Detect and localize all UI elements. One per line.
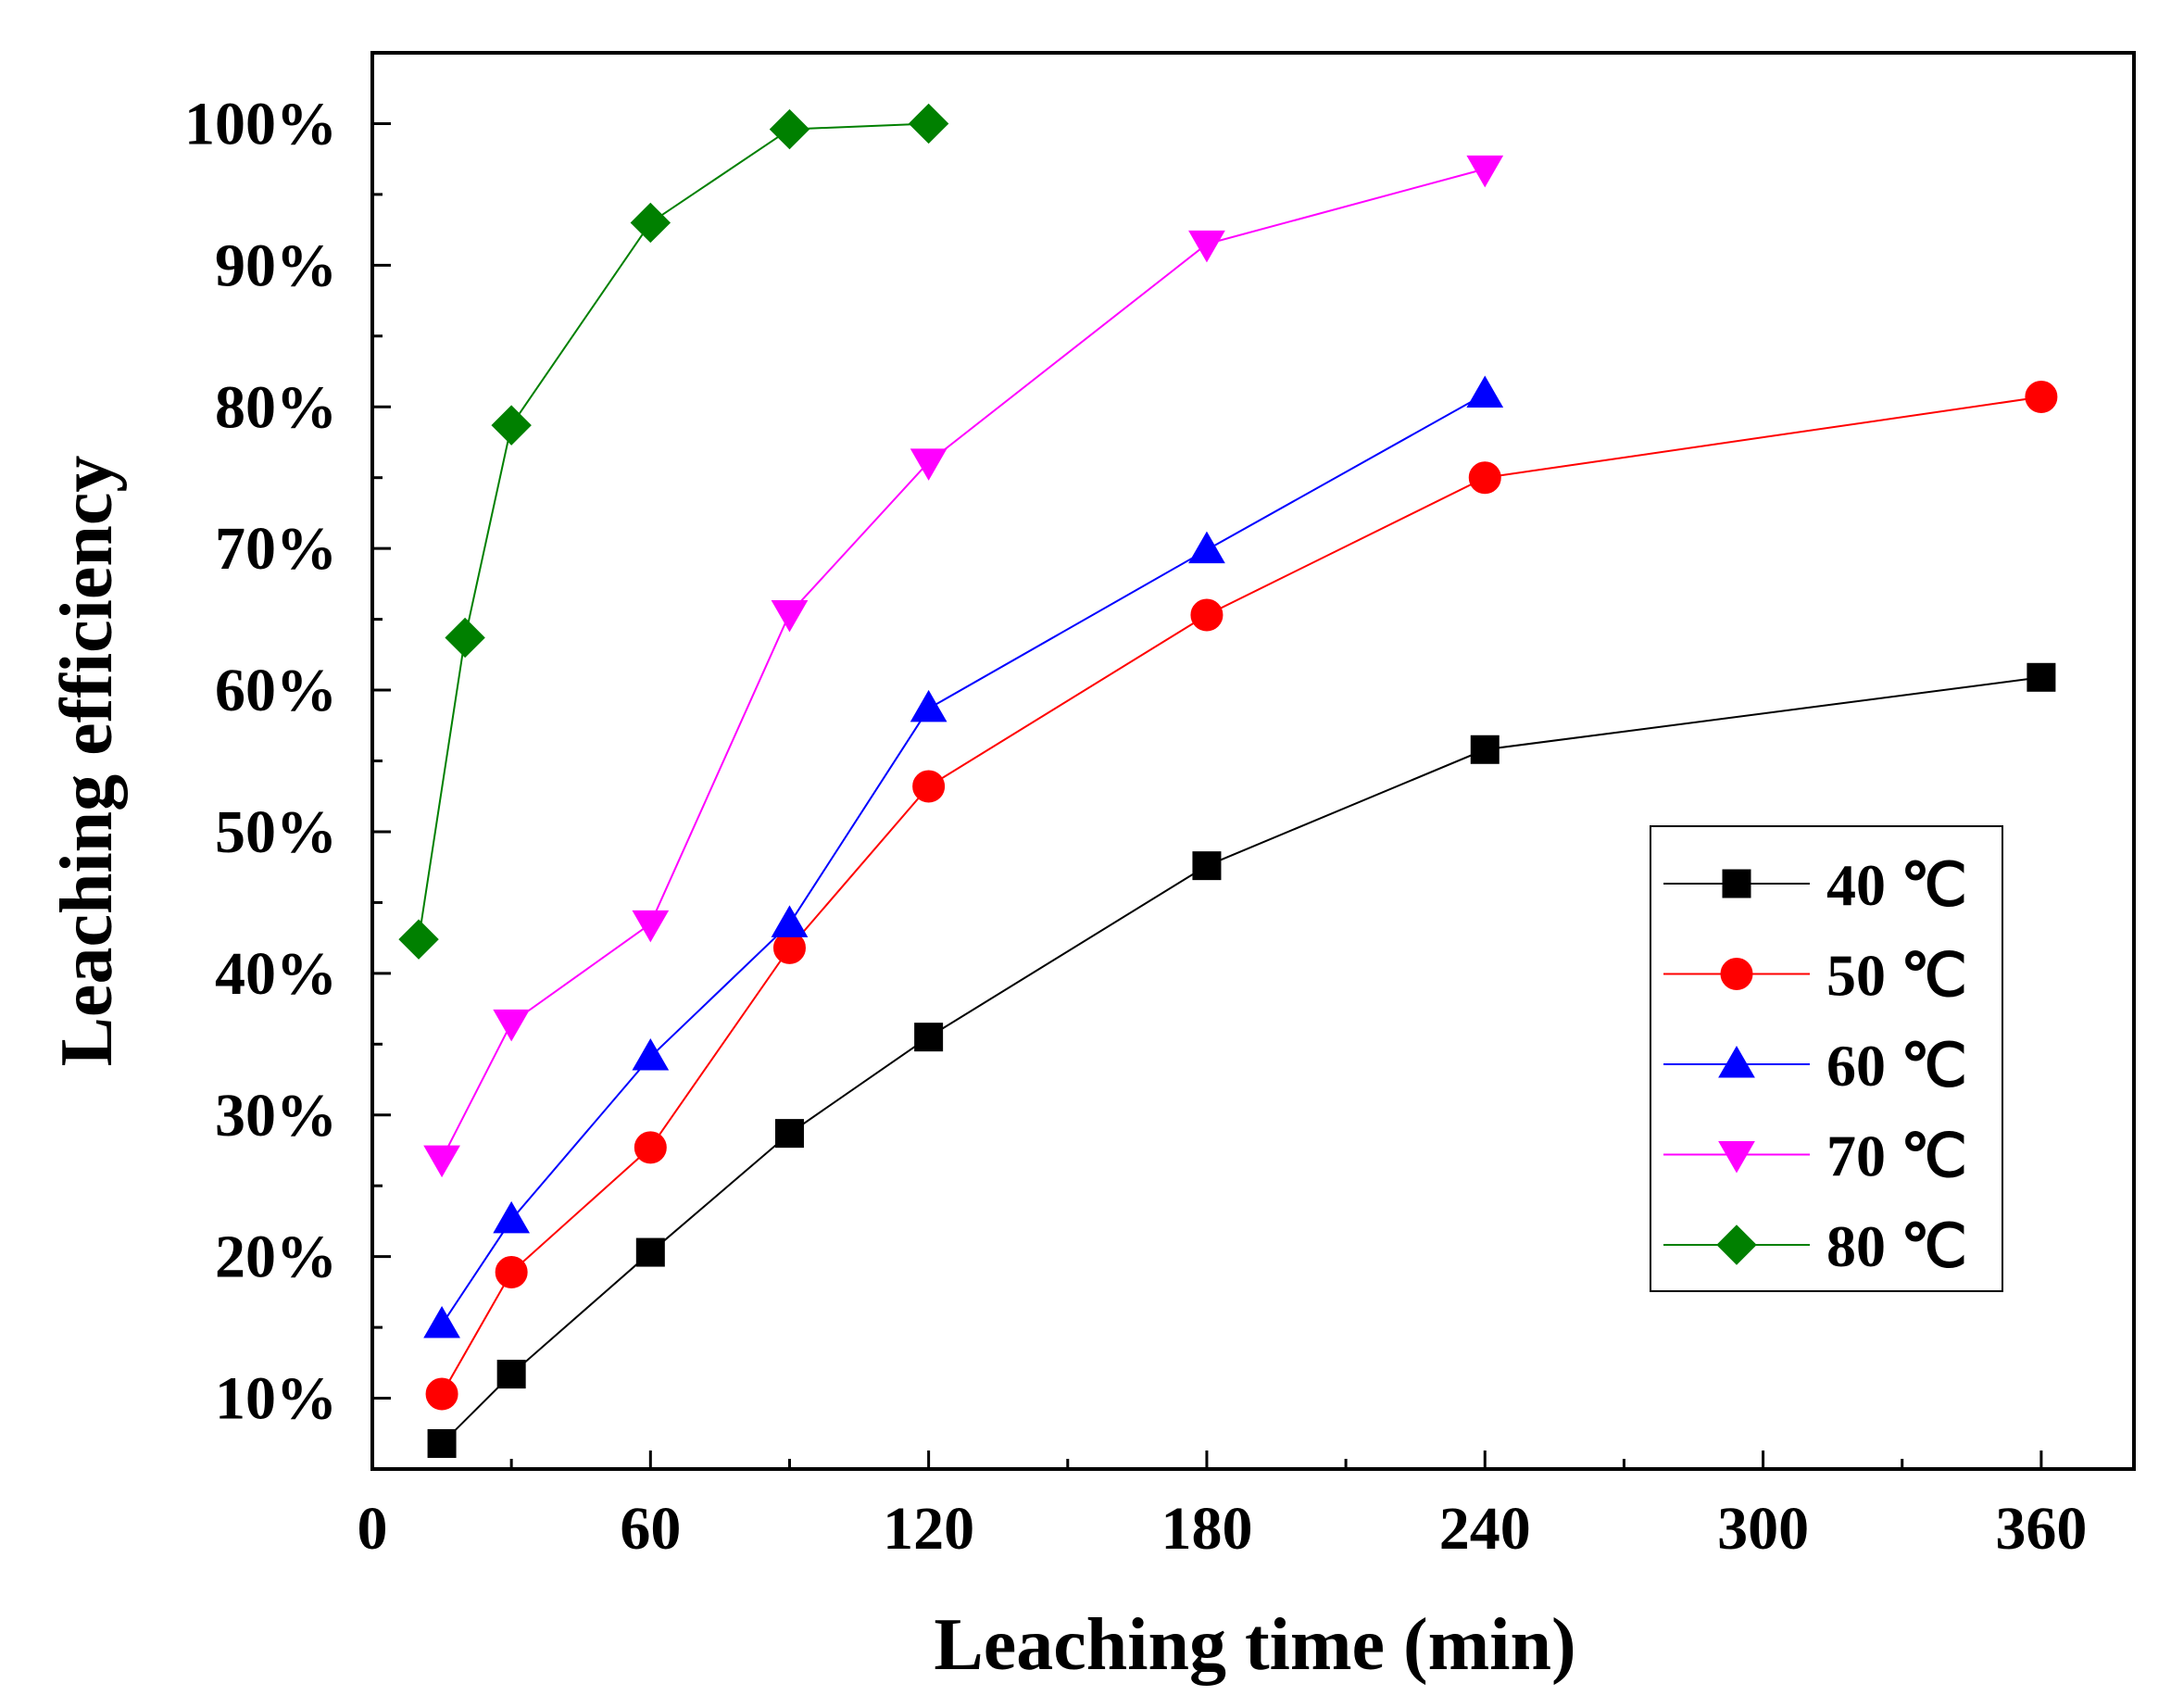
y-axis-title: Leaching efficiency [46, 456, 128, 1067]
diamond-marker [630, 202, 671, 244]
square-marker [1470, 735, 1500, 764]
y-tick-label: 10% [215, 1365, 337, 1433]
circle-marker [2025, 381, 2058, 414]
y-tick-label: 60% [215, 657, 337, 724]
square-marker [774, 1119, 804, 1149]
triangle-up-marker [423, 1306, 460, 1338]
series-line-4 [418, 122, 929, 940]
triangle-up-marker [632, 1038, 670, 1071]
x-axis-title: Leaching time (min) [934, 1604, 1575, 1686]
series-points-2 [423, 375, 1504, 1338]
triangle-down-marker [1188, 230, 1225, 263]
series-line-2 [441, 393, 1486, 1325]
square-marker [1722, 869, 1751, 898]
x-tick-label: 360 [1995, 1495, 2087, 1563]
circle-marker [912, 770, 946, 803]
y-tick-label: 30% [215, 1082, 337, 1149]
square-marker [1192, 851, 1222, 881]
circle-marker [1468, 461, 1501, 495]
y-tick-label: 90% [215, 232, 337, 299]
series-points-3 [423, 155, 1504, 1178]
legend-item: 80 ℃ [1663, 1213, 1967, 1279]
legend: 40 ℃ 50 ℃ 60 ℃ 70 ℃ 80 ℃ [1650, 825, 2003, 1292]
diamond-marker [769, 108, 810, 150]
triangle-down-marker [493, 1009, 531, 1042]
circle-marker [495, 1255, 528, 1288]
square-marker [914, 1023, 944, 1052]
diamond-marker [908, 103, 949, 144]
circle-marker [634, 1131, 667, 1164]
x-tick-label: 120 [883, 1495, 974, 1563]
legend-item: 40 ℃ [1663, 852, 1967, 918]
x-tick-label: 240 [1439, 1495, 1531, 1563]
triangle-down-marker [423, 1145, 460, 1178]
triangle-down-marker [1718, 1141, 1755, 1174]
x-tick-label: 180 [1161, 1495, 1252, 1563]
triangle-up-marker [771, 905, 809, 937]
diamond-marker [445, 617, 485, 659]
legend-item: 60 ℃ [1663, 1033, 1967, 1099]
x-tick-label: 60 [620, 1495, 681, 1563]
square-marker [496, 1360, 526, 1389]
series-markers [398, 103, 2058, 1458]
triangle-down-marker [1466, 155, 1504, 188]
circle-marker [1190, 598, 1224, 632]
y-tick-label: 70% [215, 515, 337, 583]
legend-label: 60 ℃ [1826, 1033, 1967, 1099]
square-marker [635, 1237, 665, 1267]
y-tick-label: 100% [184, 90, 337, 157]
square-marker [2027, 662, 2056, 692]
diamond-marker [1716, 1224, 1757, 1265]
y-tick-label: 20% [215, 1224, 337, 1291]
legend-item: 70 ℃ [1663, 1124, 1967, 1189]
series-line-3 [441, 168, 1486, 1160]
triangle-down-marker [632, 910, 670, 943]
legend-label: 50 ℃ [1826, 943, 1967, 1009]
x-axis-ticks: 0 60 120 180 240 300 360 [358, 1451, 2087, 1563]
triangle-up-marker [1188, 531, 1225, 564]
square-marker [427, 1428, 457, 1458]
x-tick-label: 0 [358, 1495, 388, 1563]
triangle-down-marker [771, 599, 809, 633]
series-line-1 [441, 396, 2042, 1395]
legend-label: 80 ℃ [1826, 1213, 1967, 1279]
circle-marker [1720, 958, 1753, 990]
triangle-up-marker [910, 689, 947, 722]
y-tick-label: 50% [215, 798, 337, 866]
legend-label: 40 ℃ [1826, 852, 1967, 918]
series-points-4 [398, 103, 949, 960]
series-points-1 [425, 381, 2058, 1411]
series-points-0 [427, 662, 2056, 1458]
triangle-down-marker [910, 448, 947, 481]
triangle-up-marker [493, 1200, 531, 1234]
legend-box [1650, 825, 2003, 1292]
legend-item: 50 ℃ [1663, 943, 1967, 1009]
triangle-up-marker [1718, 1045, 1755, 1078]
y-tick-label: 40% [215, 940, 337, 1008]
y-tick-label: 80% [215, 373, 337, 441]
circle-marker [425, 1377, 458, 1411]
series-line-0 [441, 676, 2042, 1445]
x-tick-label: 300 [1717, 1495, 1809, 1563]
legend-label: 70 ℃ [1826, 1124, 1967, 1189]
diamond-marker [491, 405, 532, 446]
y-axis-ticks: 10% 20% 30% 40% 50% 60% 70% 80% 90% 100% [184, 90, 391, 1433]
triangle-up-marker [1466, 375, 1504, 408]
diamond-marker [398, 919, 439, 960]
